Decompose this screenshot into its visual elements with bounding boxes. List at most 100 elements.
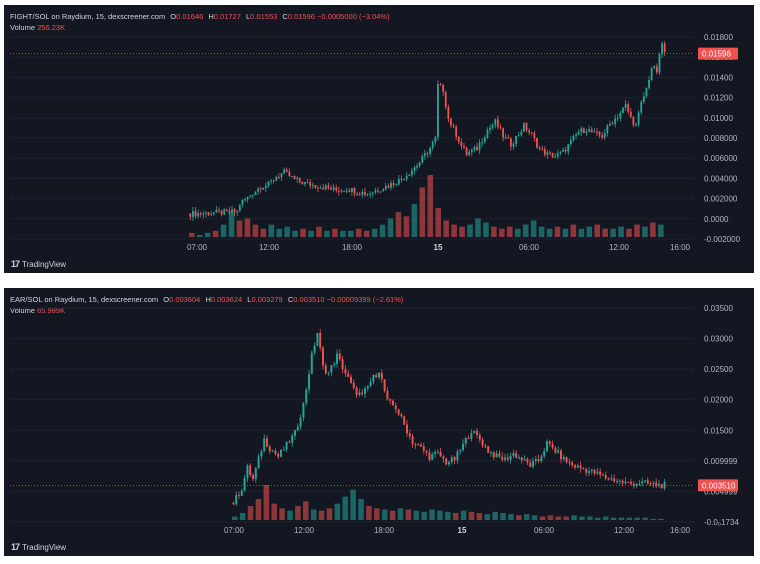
candle-body <box>549 152 551 154</box>
candle-body <box>459 450 462 452</box>
candle <box>235 491 238 507</box>
candle-body <box>637 112 640 125</box>
volume-bar <box>411 203 418 237</box>
candle <box>246 196 249 203</box>
chart-panel-fight-sol[interactable]: FIGHT/SOL on Raydium, 15, dexscreener.co… <box>4 5 754 273</box>
candle <box>197 209 200 219</box>
candle <box>604 471 607 481</box>
volume-bar <box>340 230 346 237</box>
candle <box>291 433 294 447</box>
volume-bars <box>232 485 664 520</box>
candle-body <box>652 482 655 484</box>
candle <box>614 114 617 128</box>
candle <box>616 113 619 122</box>
candlestick-chart[interactable]: 0.03500 0.03000 0.02500 0.02000 0.01500 0.009… <box>4 288 754 556</box>
candle <box>278 172 280 179</box>
candle <box>389 398 392 405</box>
volume-bar <box>554 226 561 237</box>
candle-body <box>199 213 202 215</box>
volume-bar <box>212 230 219 237</box>
candle-body <box>526 458 529 463</box>
candle <box>606 124 609 137</box>
candle <box>379 191 382 194</box>
candle <box>313 342 316 356</box>
volume-bar <box>236 220 243 237</box>
candle-body <box>538 147 541 149</box>
candle-body <box>257 456 260 469</box>
tradingview-logo[interactable]: 17 TradingView <box>11 259 66 269</box>
candle-body <box>254 191 257 195</box>
candle-body <box>512 453 515 456</box>
volume-bar <box>610 228 616 237</box>
candle-body <box>460 142 463 147</box>
candle-body <box>353 188 356 194</box>
volume-bar <box>232 516 238 520</box>
candle <box>343 190 346 193</box>
candle <box>442 83 445 96</box>
symbol-title[interactable]: FIGHT/SOL on Raydium, 15, dexscreener.co… <box>10 12 166 21</box>
candle <box>445 457 448 466</box>
candle <box>340 188 343 194</box>
y-tick-label: 0.004999 <box>704 487 738 496</box>
candle-body <box>197 213 200 217</box>
candle-body <box>296 426 299 431</box>
candle-body <box>629 111 632 117</box>
candle-body <box>663 43 666 52</box>
y-tick-label: 0.006000 <box>704 154 738 163</box>
candle-body <box>212 212 215 215</box>
candle <box>387 183 390 189</box>
chart-panel-ear-sol[interactable]: EAR/SOL on Raydium, 15, dexscreener.com … <box>4 288 754 556</box>
candle <box>607 476 610 481</box>
candle <box>408 429 411 440</box>
candle-body <box>450 457 453 463</box>
candle <box>537 454 540 463</box>
candle <box>599 468 602 479</box>
candle-body <box>408 174 411 176</box>
candle <box>590 468 593 475</box>
x-tick-label: 16:00 <box>670 526 691 535</box>
candle <box>431 451 434 461</box>
candle <box>439 82 442 86</box>
candle-body <box>425 450 428 453</box>
volume-bar <box>602 516 609 520</box>
candle-body <box>536 138 538 148</box>
candle-body <box>400 414 403 417</box>
candle <box>267 180 270 188</box>
legend-row-volume: Volume 65.989K <box>10 305 403 316</box>
candle-body <box>317 187 319 189</box>
candle-body <box>431 142 434 148</box>
volume-label: Volume <box>10 306 36 315</box>
candle-body <box>442 84 445 92</box>
candle-body <box>364 388 366 394</box>
volume-bar <box>284 226 290 237</box>
candle <box>598 130 601 139</box>
candle-body <box>400 178 403 180</box>
volume-bar <box>522 224 529 237</box>
candle <box>429 146 432 158</box>
candle-body <box>302 403 305 418</box>
candle-body <box>473 146 476 150</box>
volume-bar <box>421 511 427 520</box>
candle-body <box>434 452 436 455</box>
symbol-title[interactable]: EAR/SOL on Raydium, 15, dexscreener.com <box>10 295 159 304</box>
candle <box>642 92 645 104</box>
candle-body <box>301 181 304 185</box>
candle-body <box>541 148 544 150</box>
candle-body <box>361 191 364 195</box>
volume-label: Volume <box>10 23 36 32</box>
candle <box>486 127 489 139</box>
candle-body <box>397 409 400 415</box>
candle <box>452 123 455 129</box>
candle-body <box>649 483 652 485</box>
candle-body <box>537 459 540 462</box>
candlestick-chart[interactable]: 0.018000.016000.014000.012000.010000.008… <box>4 5 754 273</box>
candle-body <box>502 128 505 138</box>
tradingview-logo[interactable]: 17 TradingView <box>11 542 66 552</box>
candle <box>383 379 386 393</box>
candle <box>526 457 529 466</box>
candle <box>530 131 533 136</box>
candle <box>460 138 463 150</box>
x-tick-label: 16:00 <box>670 243 691 252</box>
volume-bar <box>255 499 262 520</box>
candle <box>640 100 643 115</box>
